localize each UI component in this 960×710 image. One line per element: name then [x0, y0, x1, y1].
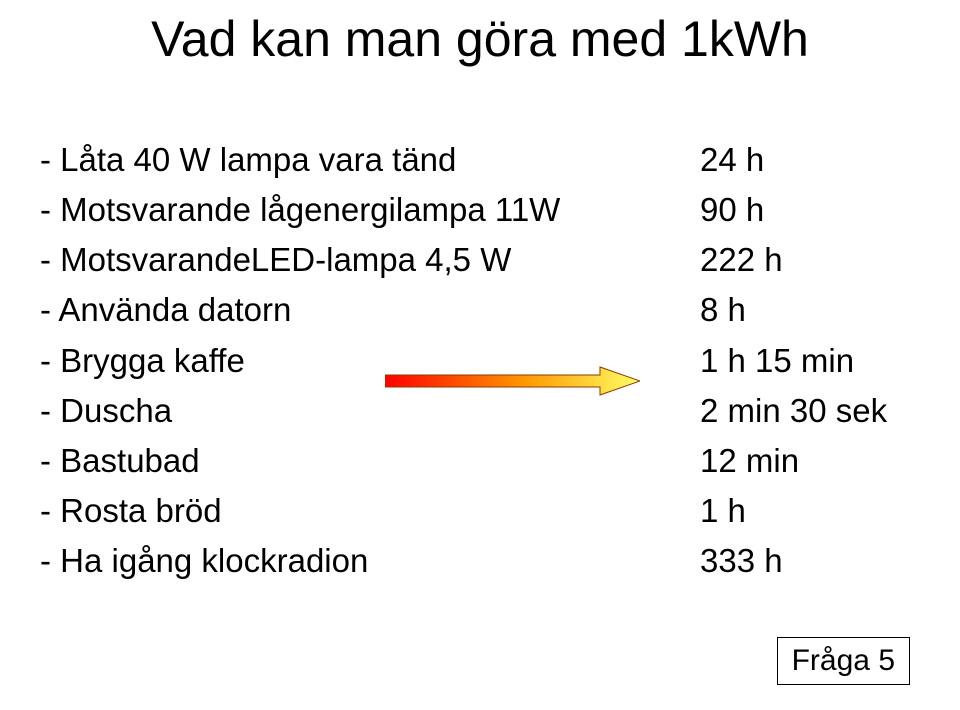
item-value: 90 h: [700, 185, 920, 235]
list-item: - Använda datorn 8 h: [40, 285, 920, 335]
item-label: - Duscha: [40, 386, 172, 436]
arrow-shape: [385, 367, 640, 395]
item-value: 12 min: [700, 436, 920, 486]
list-item: - Rosta bröd 1 h: [40, 486, 920, 536]
list-item: - Ha igång klockradion 333 h: [40, 536, 920, 586]
list-item: - Motsvarande lågenergilampa 11W 90 h: [40, 185, 920, 235]
item-value: 222 h: [700, 235, 920, 285]
list-item: - Bastubad 12 min: [40, 436, 920, 486]
item-value: 2 min 30 sek: [700, 386, 920, 436]
item-value: 1 h 15 min: [700, 336, 920, 386]
item-value: 1 h: [700, 486, 920, 536]
item-label: - Rosta bröd: [40, 486, 222, 536]
item-label: - Låta 40 W lampa vara tänd: [40, 135, 456, 185]
question-box: Fråga 5: [777, 637, 910, 685]
item-label: - Använda datorn: [40, 285, 291, 335]
item-label: - Motsvarande lågenergilampa 11W: [40, 185, 560, 235]
item-label: - Ha igång klockradion: [40, 536, 368, 586]
item-value: 333 h: [700, 536, 920, 586]
list-item: - Låta 40 W lampa vara tänd 24 h: [40, 135, 920, 185]
item-value: 24 h: [700, 135, 920, 185]
item-value: 8 h: [700, 285, 920, 335]
item-label: - MotsvarandeLED-lampa 4,5 W: [40, 235, 511, 285]
item-label: - Bastubad: [40, 436, 200, 486]
slide-title: Vad kan man göra med 1kWh: [0, 10, 960, 68]
list-item: - MotsvarandeLED-lampa 4,5 W 222 h: [40, 235, 920, 285]
item-label: - Brygga kaffe: [40, 336, 245, 386]
arrow-icon: [385, 365, 640, 397]
bullet-list: - Låta 40 W lampa vara tänd 24 h - Motsv…: [40, 135, 920, 586]
slide: Vad kan man göra med 1kWh - Låta 40 W la…: [0, 0, 960, 710]
